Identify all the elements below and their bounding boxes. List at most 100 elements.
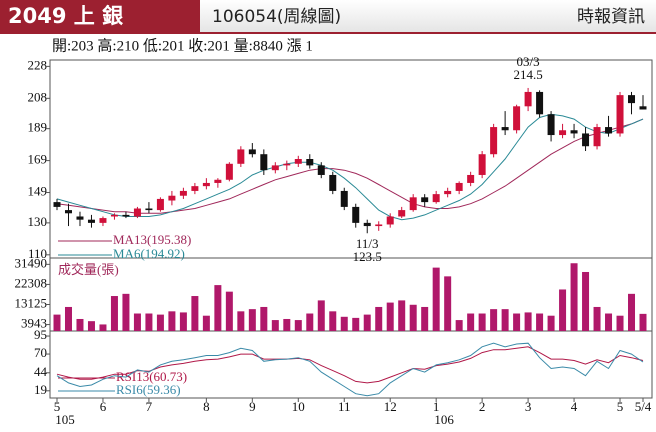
x-tick-label: 3 <box>525 399 532 414</box>
candle-body <box>432 194 440 203</box>
volume-bar <box>202 315 210 331</box>
candle-body <box>202 182 210 187</box>
volume-bar <box>340 316 348 331</box>
candle-body <box>570 130 578 134</box>
y-tick-label: 44 <box>34 364 48 379</box>
volume-bar <box>53 314 61 331</box>
candle-body <box>191 186 199 191</box>
volume-bar <box>306 313 314 331</box>
y-tick-label: 13125 <box>15 295 48 310</box>
volume-bar <box>593 306 601 331</box>
x-tick-label: 4 <box>571 399 578 414</box>
volume-bar <box>145 313 153 331</box>
legend-label: MA6(194.92) <box>113 246 185 261</box>
y-tick-label: 22308 <box>15 275 48 290</box>
y-tick-label: 19 <box>34 382 47 397</box>
candle-body <box>490 127 498 155</box>
volume-bar <box>409 304 417 331</box>
volume-bar <box>490 309 498 331</box>
x-tick-label: 5/4 <box>635 399 652 414</box>
volume-bar <box>444 276 452 331</box>
x-tick-label: 9 <box>249 399 256 414</box>
volume-bar <box>375 306 383 331</box>
volume-bar <box>501 309 509 331</box>
candle-body <box>455 182 463 191</box>
volume-bar <box>64 306 72 331</box>
candle-body <box>225 163 233 180</box>
ma-line <box>56 118 644 214</box>
volume-bar <box>156 314 164 331</box>
volume-bar <box>570 263 578 331</box>
candle-body <box>179 190 187 196</box>
y-tick-label: 189 <box>28 120 48 135</box>
volume-bar <box>99 324 107 331</box>
volume-bar <box>639 313 647 331</box>
candle-body <box>375 224 383 227</box>
year-label: 105 <box>55 412 75 427</box>
volume-bar <box>467 313 475 331</box>
volume-bar <box>87 321 95 331</box>
volume-bar <box>271 320 279 331</box>
candle-body <box>156 198 164 211</box>
candle-body <box>616 95 624 134</box>
info-line: 開:203 高:210 低:201 收:201 量:8840 漲 1 <box>52 37 313 54</box>
candle-body <box>237 149 245 164</box>
volume-bar <box>168 311 176 331</box>
volume-bar <box>317 300 325 331</box>
volume-bar <box>547 315 555 331</box>
y-tick-label: 130 <box>28 214 48 229</box>
candle-body <box>214 179 222 183</box>
x-tick-label: 8 <box>203 399 210 414</box>
y-tick-label: 95 <box>34 327 47 342</box>
y-tick-label: 110 <box>28 246 47 261</box>
candle-body <box>145 208 153 211</box>
header-source: 時報資訊 <box>577 7 645 27</box>
candle-body <box>398 210 406 217</box>
header-code: 106054(周線圖) <box>212 7 341 27</box>
volume-bar <box>398 300 406 331</box>
volume-bar <box>455 320 463 331</box>
volume-bar <box>628 293 636 331</box>
y-tick-label: 70 <box>34 345 47 360</box>
y-tick-label: 149 <box>28 184 48 199</box>
candle-body <box>513 106 521 131</box>
volume-bar <box>386 302 394 331</box>
candle-body <box>547 114 555 136</box>
header-title: 2049 上 銀 <box>8 4 123 28</box>
volume-bar <box>76 318 84 331</box>
volume-bar <box>524 312 532 331</box>
x-tick-label: 5 <box>617 399 624 414</box>
volume-bar <box>248 309 256 331</box>
volume-bar <box>363 314 371 331</box>
candle-body <box>110 214 118 217</box>
candle-body <box>605 127 613 134</box>
candle-body <box>628 95 636 104</box>
volume-bar <box>582 271 590 331</box>
candle-body <box>478 154 486 175</box>
x-tick-label: 6 <box>100 399 107 414</box>
y-tick-label: 228 <box>28 57 48 72</box>
volume-bar <box>536 313 544 331</box>
volume-bar <box>559 289 567 331</box>
candle-body <box>53 202 61 207</box>
panel-label: 成交量(張) <box>58 262 119 277</box>
volume-bar <box>122 293 130 331</box>
candle-body <box>444 190 452 195</box>
y-tick-label: 3943 <box>21 316 47 331</box>
y-tick-label: 208 <box>28 89 48 104</box>
volume-bar <box>179 312 187 331</box>
candle-body <box>352 206 360 223</box>
candle-body <box>467 174 475 183</box>
volume-bar <box>432 267 440 331</box>
volume-bar <box>260 306 268 331</box>
candle-body <box>283 163 291 166</box>
candle-body <box>593 127 601 147</box>
candle-body <box>64 210 72 214</box>
plot-frame <box>49 59 653 399</box>
volume-bar <box>616 315 624 331</box>
annotation-value: 123.5 <box>353 249 382 264</box>
volume-bar <box>352 317 360 331</box>
year-label: 106 <box>434 412 454 427</box>
candle-body <box>306 159 314 166</box>
